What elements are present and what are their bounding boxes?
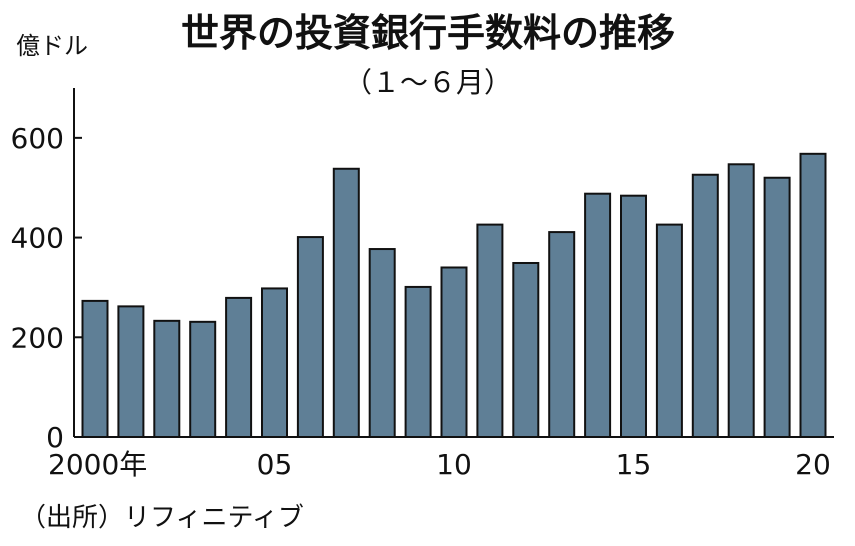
bar-2003 <box>189 320 217 438</box>
bar-2015 <box>620 194 647 438</box>
x-tick-label: 10 <box>436 448 472 481</box>
bars <box>81 152 827 439</box>
y-axis-unit-label: 億ドル <box>16 32 88 60</box>
y-tick-label: 400 <box>11 222 64 255</box>
bar-2004 <box>225 296 253 438</box>
source-note: （出所）リフィニティブ <box>20 503 304 533</box>
bar-2008 <box>368 248 396 438</box>
chart-subtitle: （１～６月） <box>344 66 512 99</box>
bar-2000 <box>81 299 109 439</box>
bar-2010 <box>440 266 468 438</box>
x-tick-label: 20 <box>795 448 831 481</box>
bar-2016 <box>655 223 683 438</box>
bar-2001 <box>117 305 145 439</box>
bar-2014 <box>584 192 612 438</box>
bar-2012 <box>512 261 540 438</box>
y-tick-label: 200 <box>11 321 64 354</box>
bar-2019 <box>763 176 791 438</box>
bar-2006 <box>296 236 324 438</box>
x-tick-label: 2000年 <box>48 448 147 481</box>
y-tick-label: 600 <box>11 122 64 155</box>
bar-2002 <box>153 319 181 438</box>
bar-2017 <box>691 173 719 438</box>
bar-2013 <box>548 231 576 438</box>
x-axis-ticks: 2000年 05 10 15 20 <box>48 448 831 481</box>
bar-2011 <box>476 223 504 438</box>
x-tick-label: 15 <box>616 448 652 481</box>
y-axis-ticks: 0 200 400 600 <box>11 122 82 454</box>
bar-2020 <box>799 152 827 438</box>
bar-2007 <box>332 167 360 438</box>
bar-2018 <box>727 163 755 438</box>
chart-title: 世界の投資銀行手数料の推移 <box>181 11 675 55</box>
bar-2009 <box>404 285 432 438</box>
x-tick-label: 05 <box>257 448 293 481</box>
y-tick-label: 0 <box>46 421 64 454</box>
bar-2005 <box>261 287 288 438</box>
